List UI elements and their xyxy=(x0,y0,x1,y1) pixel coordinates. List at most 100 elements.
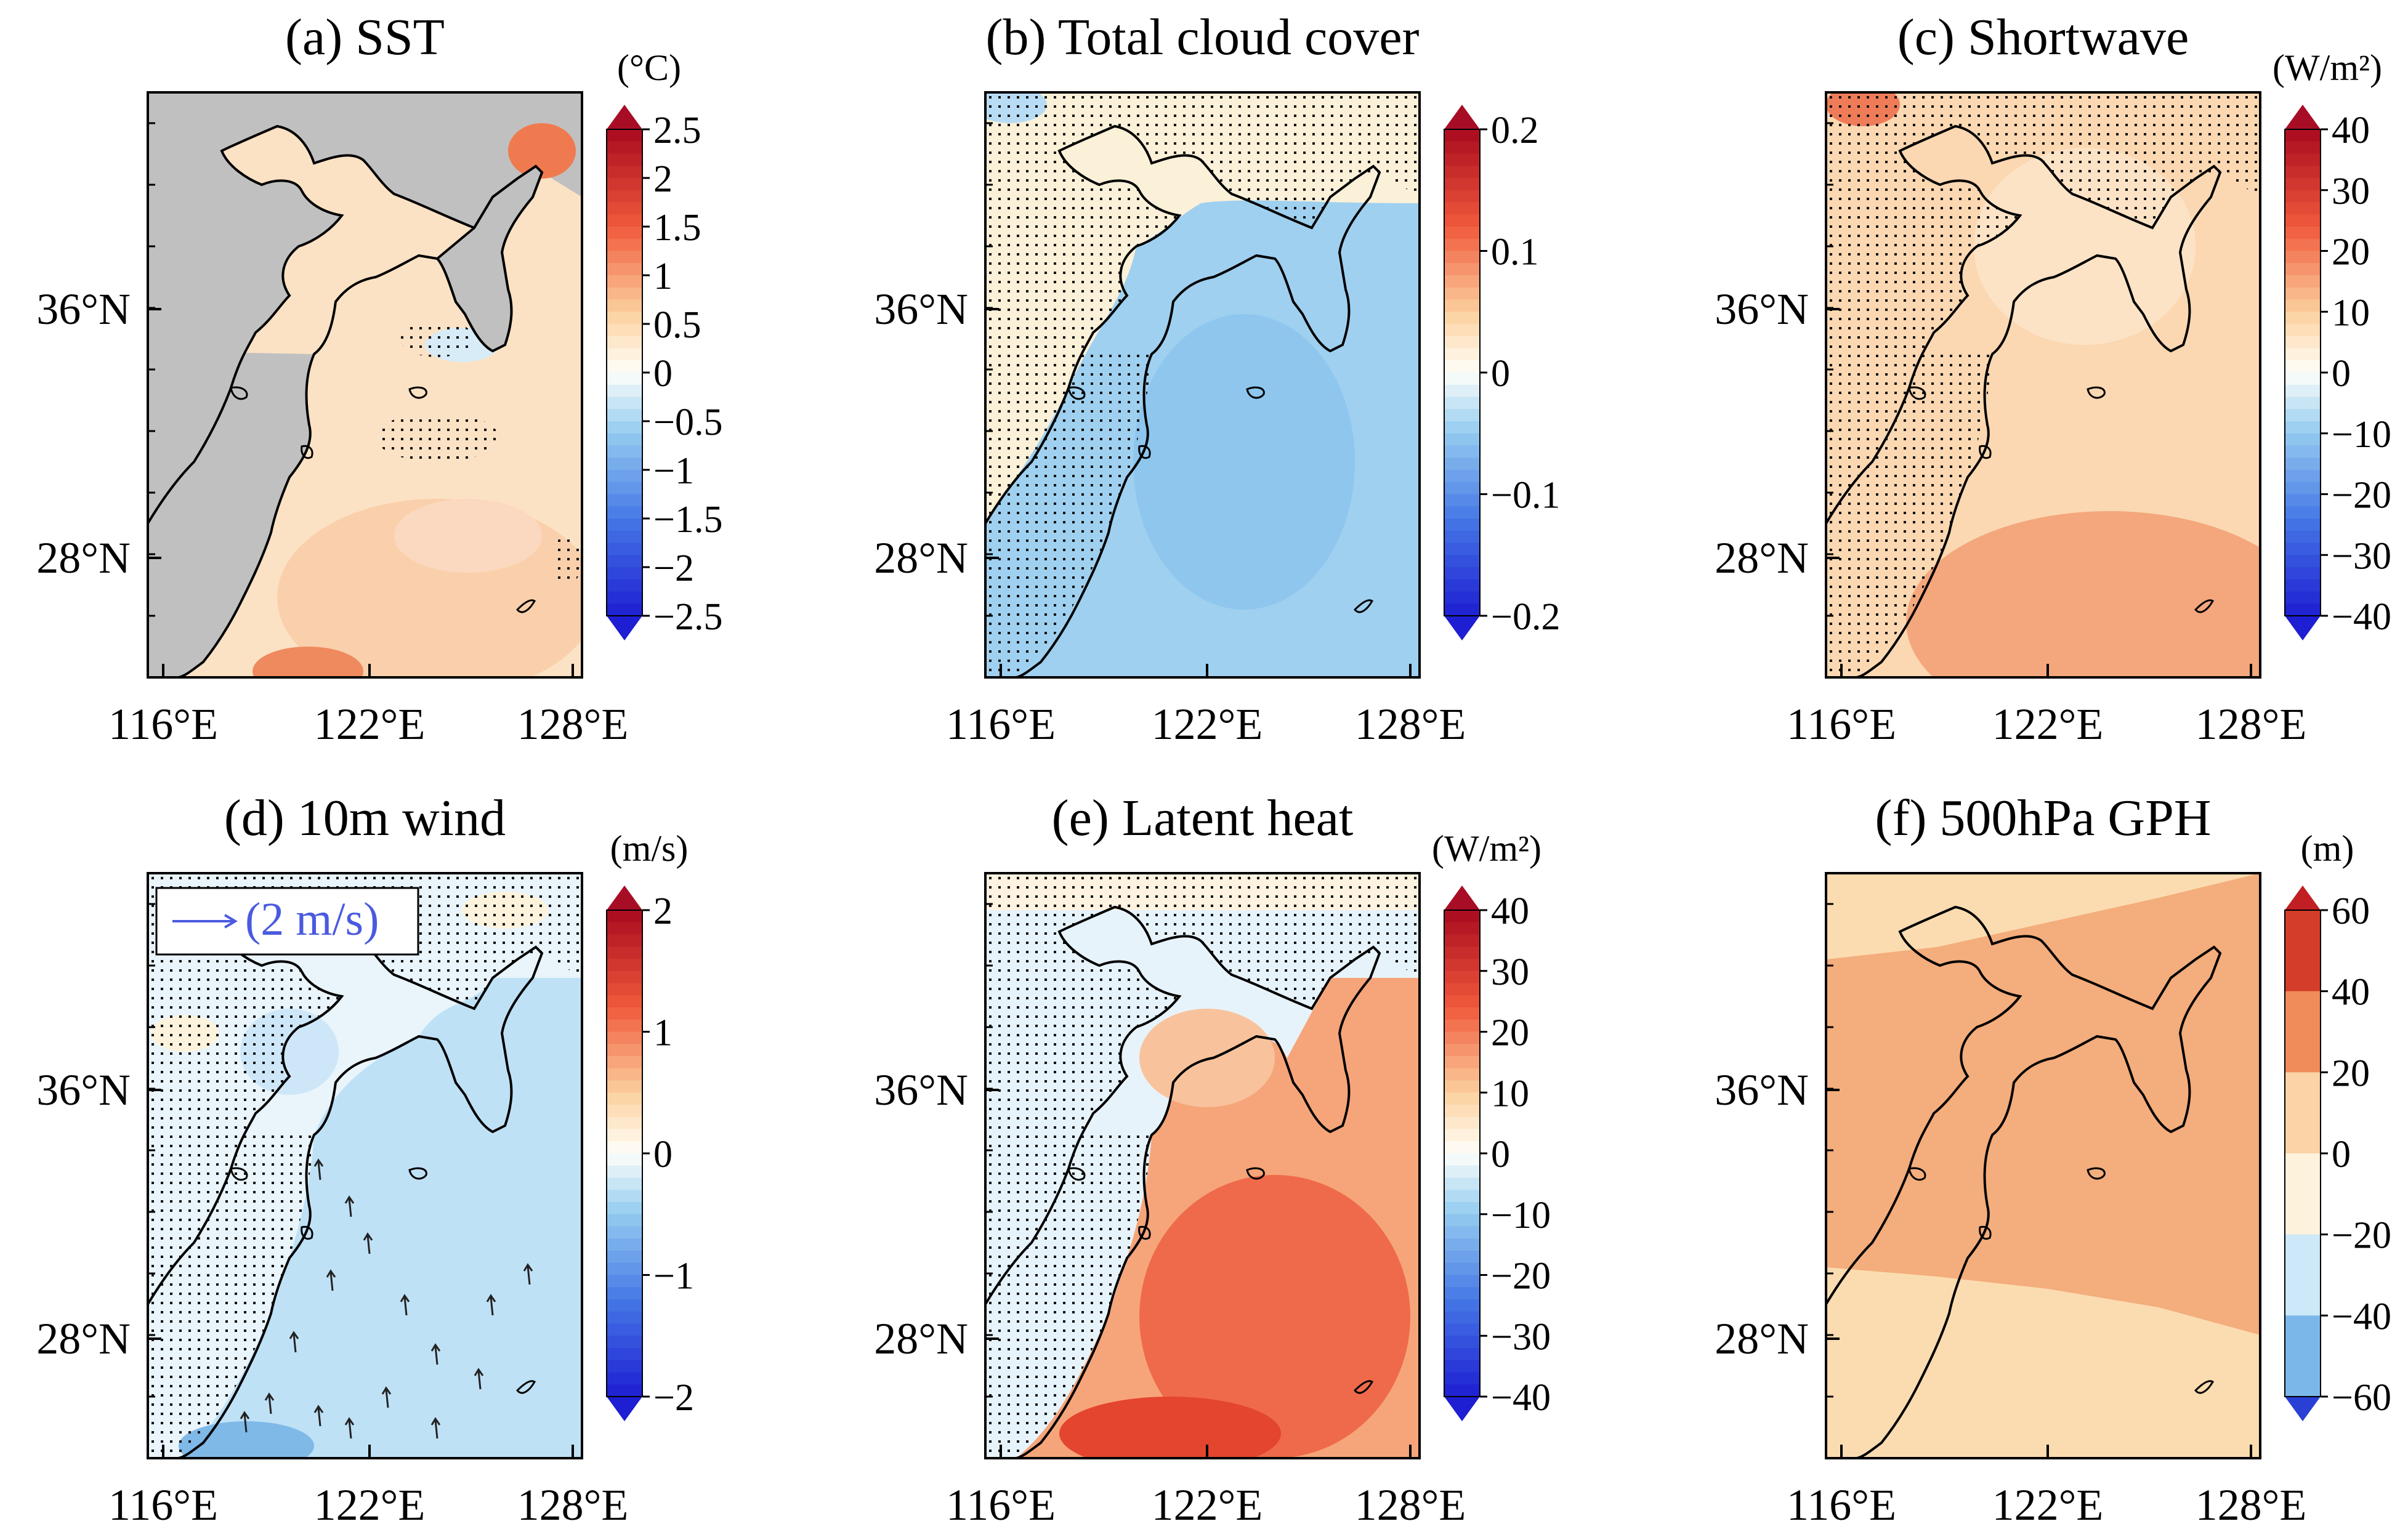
colorbar-tick-label: 0 xyxy=(1491,1134,1510,1176)
x-tick-label: 116°E xyxy=(108,1480,218,1530)
wind-reference-label: (2 m/s) xyxy=(245,894,379,945)
colorbar-segment xyxy=(607,1202,642,1215)
korea-land xyxy=(435,164,544,353)
colorbar-segment xyxy=(607,384,642,398)
colorbar-segment xyxy=(2285,275,2321,288)
colorbar-segment xyxy=(1444,1214,1480,1227)
colorbar-segment xyxy=(607,445,642,459)
colorbar-segment xyxy=(2285,190,2321,203)
x-tick-label: 128°E xyxy=(1355,1480,1466,1530)
colorbar-segment xyxy=(607,910,642,923)
colorbar-tick-label: −10 xyxy=(2332,414,2391,456)
colorbar-segment xyxy=(2285,1072,2321,1154)
colorbar-segment xyxy=(607,1287,642,1300)
colorbar-tick-label: 30 xyxy=(2332,171,2370,212)
colorbar-segment xyxy=(1444,129,1480,142)
panel-f-frame xyxy=(1825,872,2261,1459)
colorbar-segment xyxy=(607,299,642,313)
colorbar-tick-label: −1 xyxy=(653,450,694,492)
colorbar-tick-label: 20 xyxy=(1491,1012,1529,1054)
latent-moderate-positive xyxy=(1139,1009,1275,1107)
colorbar-segment xyxy=(607,153,642,167)
colorbar-segment xyxy=(1444,970,1480,984)
colorbar-segment xyxy=(607,312,642,325)
colorbar-segment xyxy=(2285,238,2321,252)
colorbar-segment xyxy=(607,567,642,580)
colorbar-segment xyxy=(607,1275,642,1288)
wind-vector xyxy=(348,1419,352,1439)
panel-c: (c) Shortwave 116°E 122°E 128°E 36°N 28°N 40 30… xyxy=(1715,9,2391,749)
island-outline xyxy=(301,445,313,459)
colorbar-segment xyxy=(607,348,642,361)
panel-c-title: (c) Shortwave xyxy=(1897,9,2189,66)
island-outline xyxy=(408,386,427,399)
colorbar-segment xyxy=(2285,397,2321,410)
colorbar-segment xyxy=(1444,1019,1480,1033)
colorbar-tick-label: −2.5 xyxy=(653,596,722,638)
colorbar-bottom-extension xyxy=(607,616,642,640)
colorbar-segment xyxy=(1444,922,1480,935)
colorbar-segment xyxy=(607,409,642,422)
colorbar-segment xyxy=(1444,543,1480,556)
colorbar-tick-label: 10 xyxy=(1491,1073,1529,1115)
colorbar-segment xyxy=(1444,983,1480,996)
panel-e-frame xyxy=(984,872,1421,1459)
colorbar-segment xyxy=(1444,1092,1480,1105)
colorbar-segment xyxy=(1444,445,1480,459)
colorbar-segment xyxy=(2285,251,2321,264)
colorbar-segment xyxy=(607,482,642,495)
colorbar-segment xyxy=(1444,1007,1480,1020)
colorbar-segment xyxy=(607,1177,642,1191)
colorbar-segment xyxy=(1444,1031,1480,1045)
wind-vector-head xyxy=(363,1232,373,1241)
colorbar-segment xyxy=(1444,263,1480,276)
colorbar-segment xyxy=(607,959,642,972)
wind-vector-head xyxy=(289,1331,299,1339)
colorbar-segment xyxy=(1444,227,1480,240)
colorbar-segment xyxy=(607,555,642,568)
panel-b-colorbar: 0.2 0.1 0 −0.1 −0.2 xyxy=(1444,105,1560,640)
y-tick-label: 36°N xyxy=(874,284,968,334)
colorbar-segment xyxy=(607,129,642,142)
colorbar-segment xyxy=(2285,409,2321,422)
wind-vector-head xyxy=(400,1294,410,1302)
y-tick-label: 28°N xyxy=(36,1314,131,1363)
y-tick-label: 28°N xyxy=(1715,1314,1809,1363)
colorbar-segment xyxy=(607,275,642,288)
colorbar-segment xyxy=(2285,312,2321,325)
island-outline xyxy=(1979,1225,1992,1240)
significance-stipple xyxy=(148,873,582,1304)
land-mask xyxy=(148,92,582,523)
colorbar-segment xyxy=(1444,190,1480,203)
panel-f-unit: (m) xyxy=(2301,828,2354,869)
colorbar-segment xyxy=(607,1262,642,1276)
colorbar-segment xyxy=(607,506,642,519)
colorbar-segment xyxy=(2285,287,2321,301)
colorbar-segment xyxy=(607,603,642,616)
colorbar-tick-label: −1.5 xyxy=(653,499,722,541)
colorbar-segment xyxy=(1444,348,1480,361)
panel-a: (a) SST 116°E 122°E 128°E 36°N 28°N 2.5 2 1.5 1 0.… xyxy=(36,9,722,749)
x-tick-label: 116°E xyxy=(108,700,218,749)
wind-vector-head xyxy=(430,1417,441,1426)
colorbar-top-extension xyxy=(2285,885,2321,910)
colorbar-segment xyxy=(607,166,642,179)
y-tick-label: 28°N xyxy=(1715,533,1809,583)
colorbar-segment xyxy=(1444,910,1480,923)
island-outline xyxy=(515,1380,536,1394)
colorbar-segment xyxy=(1444,1165,1480,1179)
colorbar-segment xyxy=(2285,518,2321,531)
colorbar-segment xyxy=(2285,482,2321,495)
island-outline xyxy=(230,1167,248,1181)
colorbar-tick-label: 1 xyxy=(653,1012,673,1054)
panel-d-title: (d) 10m wind xyxy=(224,789,506,847)
significance-stipple-south xyxy=(985,1132,1152,1458)
colorbar-segment xyxy=(2285,227,2321,240)
panel-a-frame xyxy=(147,91,583,679)
colorbar-segment xyxy=(607,1044,642,1057)
x-tick-label: 122°E xyxy=(314,1480,426,1530)
colorbar-segment xyxy=(1444,373,1480,385)
wind-vector-head xyxy=(344,1417,355,1426)
panel-b-frame xyxy=(984,91,1421,679)
colorbar-segment xyxy=(607,202,642,216)
